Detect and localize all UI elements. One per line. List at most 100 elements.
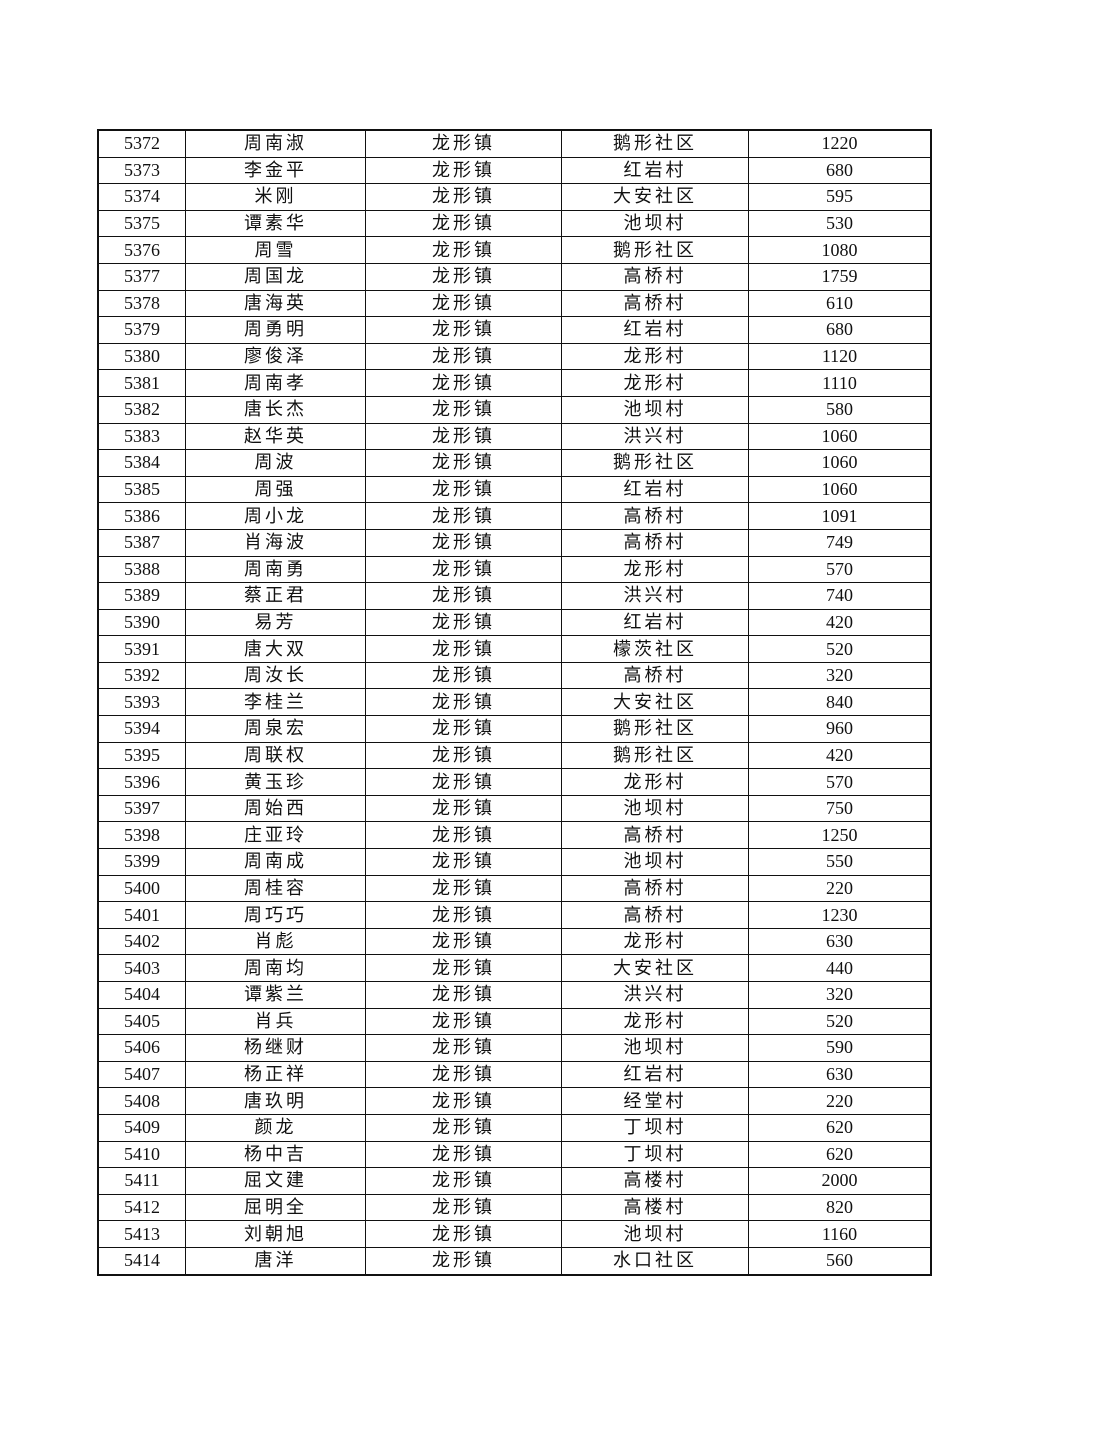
table-row: 5390 易芳 龙形镇 红岩村 420 xyxy=(97,608,932,637)
town-cell: 龙形镇 xyxy=(365,688,562,717)
table-row: 5382 唐长杰 龙形镇 池坝村 580 xyxy=(97,395,932,424)
village-cell: 檬茨社区 xyxy=(561,635,749,663)
table-row: 5409 颜龙 龙形镇 丁坝村 620 xyxy=(97,1113,932,1142)
amount-cell: 560 xyxy=(748,1246,932,1276)
amount-cell: 750 xyxy=(748,794,932,823)
amount-cell: 220 xyxy=(748,1087,932,1115)
town-cell: 龙形镇 xyxy=(365,449,562,477)
amount-cell: 595 xyxy=(748,183,932,211)
person-name-cell: 唐长杰 xyxy=(185,395,366,424)
amount-cell: 570 xyxy=(748,768,932,796)
town-cell: 龙形镇 xyxy=(365,129,562,158)
amount-cell: 820 xyxy=(748,1193,932,1222)
table-row: 5394 周泉宏 龙形镇 鹅形社区 960 xyxy=(97,715,932,743)
table-body: 5372 周南淑 龙形镇 鹅形社区 1220 5373 李金平 龙形镇 红岩村 680 5374 米刚… xyxy=(97,129,932,1276)
village-cell: 池坝村 xyxy=(561,848,749,876)
table-row: 5393 李桂兰 龙形镇 大安社区 840 xyxy=(97,688,932,717)
row-number-cell: 5412 xyxy=(97,1193,186,1222)
town-cell: 龙形镇 xyxy=(365,582,562,610)
table-row: 5378 唐海英 龙形镇 高桥村 610 xyxy=(97,289,932,318)
row-number-cell: 5378 xyxy=(97,289,186,318)
row-number-cell: 5401 xyxy=(97,901,186,929)
town-cell: 龙形镇 xyxy=(365,289,562,318)
person-name-cell: 廖俊泽 xyxy=(185,342,366,371)
table-row: 5408 唐玖明 龙形镇 经堂村 220 xyxy=(97,1087,932,1115)
person-name-cell: 周泉宏 xyxy=(185,715,366,743)
table-row: 5373 李金平 龙形镇 红岩村 680 xyxy=(97,156,932,185)
person-name-cell: 周南孝 xyxy=(185,369,366,397)
village-cell: 红岩村 xyxy=(561,156,749,185)
village-cell: 大安社区 xyxy=(561,688,749,717)
person-name-cell: 刘朝旭 xyxy=(185,1220,366,1248)
person-name-cell: 李桂兰 xyxy=(185,688,366,717)
town-cell: 龙形镇 xyxy=(365,1060,562,1089)
village-cell: 龙形村 xyxy=(561,927,749,956)
village-cell: 高桥村 xyxy=(561,661,749,690)
row-number-cell: 5395 xyxy=(97,741,186,770)
town-cell: 龙形镇 xyxy=(365,395,562,424)
town-cell: 龙形镇 xyxy=(365,954,562,982)
amount-cell: 520 xyxy=(748,1007,932,1036)
amount-cell: 440 xyxy=(748,954,932,982)
amount-cell: 840 xyxy=(748,688,932,717)
data-table: 5372 周南淑 龙形镇 鹅形社区 1220 5373 李金平 龙形镇 红岩村 680 5374 米刚… xyxy=(97,129,932,1276)
amount-cell: 1060 xyxy=(748,422,932,451)
amount-cell: 220 xyxy=(748,874,932,903)
town-cell: 龙形镇 xyxy=(365,874,562,903)
table-row: 5410 杨中吉 龙形镇 丁坝村 620 xyxy=(97,1140,932,1169)
town-cell: 龙形镇 xyxy=(365,369,562,397)
person-name-cell: 周南成 xyxy=(185,848,366,876)
person-name-cell: 周强 xyxy=(185,475,366,504)
amount-cell: 320 xyxy=(748,661,932,690)
person-name-cell: 谭紫兰 xyxy=(185,981,366,1009)
town-cell: 龙形镇 xyxy=(365,156,562,185)
table-row: 5406 杨继财 龙形镇 池坝村 590 xyxy=(97,1034,932,1062)
amount-cell: 1080 xyxy=(748,236,932,264)
amount-cell: 680 xyxy=(748,156,932,185)
town-cell: 龙形镇 xyxy=(365,1193,562,1222)
person-name-cell: 唐洋 xyxy=(185,1246,366,1276)
table-row: 5391 唐大双 龙形镇 檬茨社区 520 xyxy=(97,635,932,663)
amount-cell: 320 xyxy=(748,981,932,1009)
town-cell: 龙形镇 xyxy=(365,528,562,557)
town-cell: 龙形镇 xyxy=(365,821,562,850)
village-cell: 高桥村 xyxy=(561,874,749,903)
town-cell: 龙形镇 xyxy=(365,608,562,637)
table-row: 5407 杨正祥 龙形镇 红岩村 630 xyxy=(97,1060,932,1089)
person-name-cell: 赵华英 xyxy=(185,422,366,451)
person-name-cell: 颜龙 xyxy=(185,1113,366,1142)
row-number-cell: 5384 xyxy=(97,449,186,477)
village-cell: 水口社区 xyxy=(561,1246,749,1276)
person-name-cell: 周联权 xyxy=(185,741,366,770)
person-name-cell: 庄亚玲 xyxy=(185,821,366,850)
amount-cell: 520 xyxy=(748,635,932,663)
town-cell: 龙形镇 xyxy=(365,1113,562,1142)
town-cell: 龙形镇 xyxy=(365,1167,562,1195)
row-number-cell: 5391 xyxy=(97,635,186,663)
person-name-cell: 周南均 xyxy=(185,954,366,982)
person-name-cell: 屈文建 xyxy=(185,1167,366,1195)
town-cell: 龙形镇 xyxy=(365,1246,562,1276)
village-cell: 鹅形社区 xyxy=(561,449,749,477)
person-name-cell: 周桂容 xyxy=(185,874,366,903)
town-cell: 龙形镇 xyxy=(365,422,562,451)
row-number-cell: 5408 xyxy=(97,1087,186,1115)
person-name-cell: 谭素华 xyxy=(185,209,366,238)
table-row: 5396 黄玉珍 龙形镇 龙形村 570 xyxy=(97,768,932,796)
person-name-cell: 肖彪 xyxy=(185,927,366,956)
village-cell: 洪兴村 xyxy=(561,582,749,610)
table-row: 5376 周雪 龙形镇 鹅形社区 1080 xyxy=(97,236,932,264)
town-cell: 龙形镇 xyxy=(365,555,562,584)
amount-cell: 960 xyxy=(748,715,932,743)
row-number-cell: 5386 xyxy=(97,502,186,530)
table-row: 5383 赵华英 龙形镇 洪兴村 1060 xyxy=(97,422,932,451)
amount-cell: 1060 xyxy=(748,449,932,477)
amount-cell: 610 xyxy=(748,289,932,318)
village-cell: 龙形村 xyxy=(561,1007,749,1036)
row-number-cell: 5405 xyxy=(97,1007,186,1036)
amount-cell: 1120 xyxy=(748,342,932,371)
table-row: 5387 肖海波 龙形镇 高桥村 749 xyxy=(97,528,932,557)
row-number-cell: 5372 xyxy=(97,129,186,158)
person-name-cell: 周小龙 xyxy=(185,502,366,530)
village-cell: 龙形村 xyxy=(561,342,749,371)
